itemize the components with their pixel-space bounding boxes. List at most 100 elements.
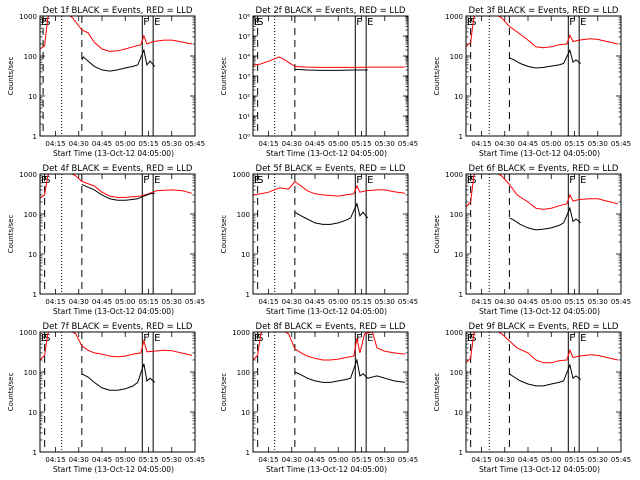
x-tick-label: 05:30: [162, 298, 182, 306]
x-tick-label: 04:15: [45, 140, 65, 148]
x-axis-label: Start Time (13-Oct-12 04:05:00): [479, 307, 600, 316]
x-tick-label: 05:15: [564, 456, 584, 464]
x-tick-label: 05:00: [328, 298, 348, 306]
y-tick-label: 100: [237, 211, 250, 219]
x-axis-label: Start Time (13-Oct-12 04:05:00): [479, 465, 600, 474]
time-flag: E: [254, 333, 260, 344]
y-tick-label: 10: [28, 409, 37, 417]
series-line: [466, 174, 619, 210]
x-tick-label: 05:30: [162, 140, 182, 148]
y-tick-label: 10³: [238, 73, 250, 81]
x-tick-label: 04:45: [518, 456, 538, 464]
time-flag: F: [569, 333, 575, 344]
series-line: [294, 202, 369, 225]
x-tick-label: 05:45: [185, 456, 205, 464]
x-tick-label: 05:00: [328, 456, 348, 464]
series-line: [253, 180, 405, 197]
series-line: [253, 332, 405, 361]
time-flag: E: [367, 333, 373, 344]
detector-panel: Det 9f BLACK = Events, RED = LLD Counts/s…: [433, 322, 631, 474]
x-tick-label: 04:15: [258, 298, 278, 306]
time-flag: E: [580, 17, 586, 28]
x-tick-label: 05:30: [375, 456, 395, 464]
time-flag: E: [41, 17, 47, 28]
y-tick-label: 10⁴: [238, 53, 250, 61]
time-flag: E: [467, 333, 473, 344]
y-tick-label: 1000: [445, 329, 463, 337]
panel-title: Det 7f BLACK = Events, RED = LLD: [43, 322, 193, 332]
x-tick-label: 04:30: [282, 298, 302, 306]
detector-panel: Det 7f BLACK = Events, RED = LLD Counts/s…: [7, 322, 205, 474]
y-tick-label: 1: [33, 449, 37, 457]
y-tick-label: 100: [24, 53, 37, 61]
x-tick-label: 05:30: [375, 298, 395, 306]
time-flag: E: [367, 17, 373, 28]
plot-frame: [465, 173, 622, 295]
y-tick-label: 1: [459, 449, 463, 457]
panel-title: Det 5f BLACK = Events, RED = LLD: [256, 164, 406, 174]
y-tick-label: 10: [28, 93, 37, 101]
y-tick-label: 1000: [445, 171, 463, 179]
y-tick-label: 1: [459, 291, 463, 299]
series-line: [466, 332, 619, 364]
x-tick-label: 05:45: [185, 140, 205, 148]
x-tick-label: 05:45: [398, 456, 418, 464]
x-tick-label: 05:00: [541, 456, 561, 464]
y-axis-label: Counts/sec: [220, 215, 228, 254]
x-tick-label: 05:00: [541, 298, 561, 306]
time-flag: E: [580, 333, 586, 344]
time-flag: F: [143, 175, 149, 186]
time-flag: E: [580, 175, 586, 186]
time-flag: E: [41, 175, 47, 186]
y-tick-label: 1: [459, 133, 463, 141]
x-tick-label: 04:15: [45, 298, 65, 306]
x-axis-label: Start Time (13-Oct-12 04:05:00): [53, 149, 174, 158]
x-tick-label: 04:45: [92, 140, 112, 148]
x-tick-label: 04:15: [258, 140, 278, 148]
x-tick-label: 05:30: [588, 298, 608, 306]
time-flag: E: [154, 17, 160, 28]
x-tick-label: 05:00: [115, 140, 135, 148]
y-tick-label: 10⁵: [238, 33, 250, 41]
time-flag: E: [41, 333, 47, 344]
x-tick-label: 05:30: [375, 140, 395, 148]
y-tick-label: 10: [241, 251, 250, 259]
x-tick-label: 05:15: [138, 140, 158, 148]
y-tick-label: 1000: [445, 13, 463, 21]
panel-title: Det 4f BLACK = Events, RED = LLD: [43, 164, 193, 174]
time-flag: F: [143, 17, 149, 28]
x-axis-label: Start Time (13-Oct-12 04:05:00): [53, 465, 174, 474]
y-axis-label: Counts/sec: [7, 215, 15, 254]
time-flag: F: [143, 333, 149, 344]
series-line: [81, 363, 156, 391]
time-flag: E: [467, 175, 473, 186]
x-axis-label: Start Time (13-Oct-12 04:05:00): [479, 149, 600, 158]
x-tick-label: 05:15: [351, 140, 371, 148]
plot-frame: [252, 15, 409, 137]
x-tick-label: 04:15: [471, 456, 491, 464]
time-flag: E: [467, 17, 473, 28]
panel-title: Det 6f BLACK = Events, RED = LLD: [469, 164, 619, 174]
plot-frame: [465, 331, 622, 453]
y-tick-label: 10: [454, 251, 463, 259]
detector-panel: Det 8f BLACK = Events, RED = LLD Counts/s…: [220, 322, 418, 474]
y-tick-label: 100: [24, 369, 37, 377]
plot-frame: [39, 331, 196, 453]
detector-panel: Det 3f BLACK = Events, RED = LLD Counts/s…: [433, 6, 631, 158]
y-tick-label: 1: [33, 291, 37, 299]
y-tick-label: 1: [246, 291, 250, 299]
y-tick-label: 10: [28, 251, 37, 259]
y-tick-label: 10⁶: [238, 13, 250, 21]
time-flag: E: [254, 175, 260, 186]
y-tick-label: 1000: [19, 171, 37, 179]
y-tick-label: 100: [450, 53, 463, 61]
x-tick-label: 04:45: [305, 140, 325, 148]
panel-title: Det 8f BLACK = Events, RED = LLD: [256, 322, 406, 332]
series-line: [81, 183, 155, 201]
x-tick-label: 05:00: [541, 140, 561, 148]
y-tick-label: 10: [454, 409, 463, 417]
time-flag: F: [356, 17, 362, 28]
x-tick-label: 04:30: [495, 298, 515, 306]
x-tick-label: 05:15: [564, 298, 584, 306]
